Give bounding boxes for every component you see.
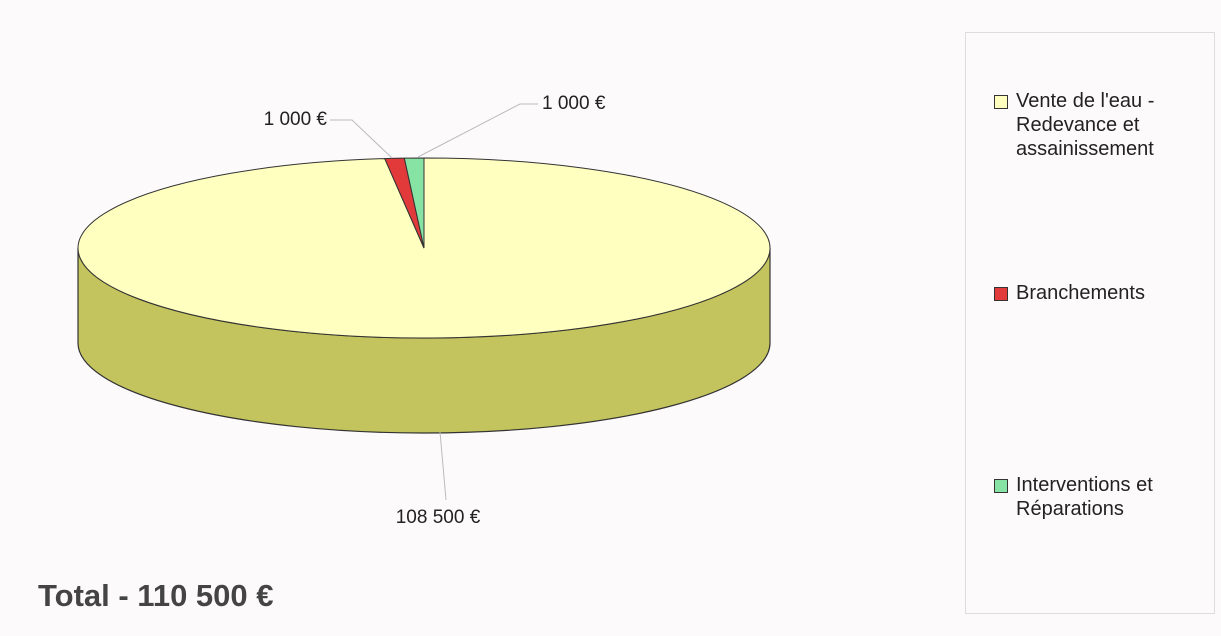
leader-line <box>439 431 447 501</box>
chart-title: Total - 110 500 € <box>38 578 274 613</box>
legend-item: Vente de l'eau - Redevance et assainisse… <box>994 89 1208 161</box>
legend: Vente de l'eau - Redevance et assainisse… <box>965 32 1215 614</box>
legend-label: Interventions et Réparations <box>1016 474 1153 520</box>
data-label: 108 500 € <box>396 507 481 528</box>
legend-item: Branchements <box>994 281 1208 305</box>
legend-swatch <box>994 479 1008 493</box>
legend-swatch <box>994 95 1008 109</box>
legend-label: Branchements <box>1016 282 1145 304</box>
chart: Total - 110 500 € 108 500 € 1 000 € 1 000 … <box>38 93 771 613</box>
legend-swatch <box>994 287 1008 301</box>
leader-line <box>417 103 538 158</box>
slice <box>403 157 425 249</box>
data-label: 1 000 € <box>542 93 606 114</box>
leader-line <box>330 119 393 159</box>
legend-label: Vente de l'eau - Redevance et assainisse… <box>1016 90 1155 160</box>
legend-item: Interventions et Réparations <box>994 473 1208 521</box>
data-label: 1 000 € <box>264 109 328 130</box>
